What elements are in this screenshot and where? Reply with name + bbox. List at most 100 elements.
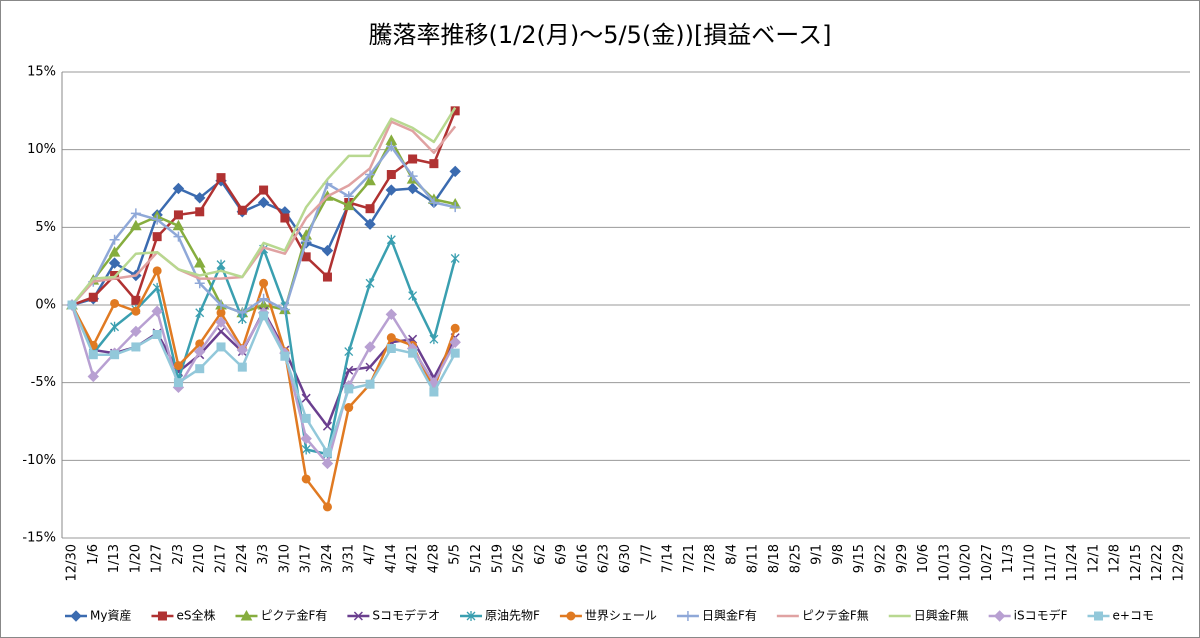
legend-label: My資産: [90, 608, 131, 623]
x-tick-label: 1/6: [86, 544, 101, 565]
marker: [110, 298, 120, 308]
marker: [386, 141, 397, 152]
legend-label: ピクテ金F有: [260, 608, 327, 623]
marker: [194, 278, 205, 289]
marker: [130, 219, 142, 231]
legend-label: iSコモデF: [1014, 608, 1068, 623]
marker: [322, 272, 332, 282]
x-tick-label: 11/3: [1001, 544, 1016, 573]
marker: [321, 244, 334, 257]
x-tick-label: 4/21: [405, 544, 420, 573]
marker: [109, 234, 120, 245]
marker: [259, 278, 269, 288]
x-tick-label: 9/8: [831, 544, 846, 565]
x-tick-label: 10/13: [937, 544, 952, 581]
legend-label: 世界シェール: [585, 609, 657, 623]
marker: [216, 326, 226, 336]
x-tick-label: 10/27: [980, 544, 995, 581]
x-tick-label: 10/6: [916, 544, 931, 573]
x-tick-label: 8/25: [788, 544, 803, 573]
marker: [301, 413, 311, 423]
marker: [301, 236, 312, 247]
x-tick-label: 9/22: [873, 544, 888, 573]
marker: [110, 321, 120, 332]
legend: My資産 eS全株 ピクテ金F有 Sコモデテオ 原油先物F 世界シェール 日興金F有 ピクテ金…: [65, 608, 1154, 623]
marker: [993, 610, 1006, 622]
marker: [257, 196, 270, 209]
marker: [322, 421, 332, 431]
marker: [259, 311, 269, 321]
marker: [322, 448, 332, 458]
marker: [450, 106, 460, 116]
x-tick-label: 12/29: [1172, 544, 1187, 581]
marker: [408, 290, 418, 301]
marker: [365, 362, 375, 372]
marker: [450, 253, 460, 264]
marker: [237, 205, 247, 215]
legend-label: 日興金F無: [914, 608, 969, 623]
marker: [130, 208, 141, 219]
marker: [237, 362, 247, 372]
y-tick-label: -10%: [22, 453, 56, 468]
marker: [301, 393, 311, 403]
marker: [566, 611, 576, 621]
marker: [321, 457, 334, 470]
y-tick-label: 10%: [27, 142, 56, 157]
marker: [300, 432, 312, 445]
marker: [87, 370, 99, 383]
marker: [386, 170, 396, 180]
marker: [67, 300, 77, 310]
marker: [365, 278, 375, 289]
marker: [344, 384, 354, 394]
x-tick-label: 5/12: [469, 544, 484, 573]
marker: [151, 305, 163, 317]
x-tick-label: 1/13: [107, 544, 122, 573]
x-tick-label: 4/28: [426, 544, 441, 573]
legend-label: e+コモ: [1113, 609, 1154, 623]
marker: [428, 197, 439, 208]
y-tick-label: 5%: [35, 220, 56, 235]
marker: [365, 169, 376, 180]
x-tick-label: 11/24: [1065, 544, 1080, 581]
marker: [429, 334, 439, 345]
y-tick-label: -5%: [31, 375, 56, 390]
marker: [236, 344, 249, 356]
marker: [88, 292, 98, 302]
marker: [258, 293, 269, 304]
marker: [131, 342, 141, 352]
legend-label: 日興金F有: [702, 608, 757, 623]
x-tick-label: 6/23: [597, 544, 612, 573]
marker: [386, 343, 396, 353]
x-tick-label: 6/2: [533, 544, 548, 565]
marker: [193, 257, 206, 268]
x-tick-label: 7/7: [639, 544, 654, 565]
x-tick-label: 3/17: [299, 544, 314, 573]
marker: [466, 611, 476, 621]
x-tick-label: 4/7: [363, 544, 378, 565]
marker: [70, 610, 82, 622]
marker: [364, 174, 376, 186]
x-tick-label: 2/10: [192, 544, 207, 573]
marker: [259, 185, 269, 195]
marker: [152, 266, 162, 276]
x-tick-label: 6/16: [575, 544, 590, 573]
marker: [173, 378, 183, 388]
chart-title: 騰落率推移(1/2(月)～5/5(金))[損益ベース]: [369, 21, 832, 49]
x-tick-label: 1/27: [150, 544, 165, 573]
marker: [131, 306, 141, 316]
marker: [194, 345, 206, 358]
x-tick-label: 6/9: [554, 544, 569, 565]
marker: [240, 609, 253, 621]
marker: [172, 182, 185, 195]
legend-label: 原油先物F: [485, 609, 540, 623]
marker: [152, 330, 162, 340]
x-tick-label: 3/10: [277, 544, 292, 573]
marker: [407, 171, 418, 182]
x-tick-label: 12/8: [1108, 544, 1123, 573]
x-tick-label: 2/17: [214, 544, 229, 573]
legend-label: Sコモデテオ: [372, 608, 440, 623]
x-tick-label: 1/20: [128, 544, 143, 573]
x-tick-label: 4/14: [384, 544, 399, 573]
x-tick-label: 3/31: [341, 544, 356, 573]
x-tick-label: 8/4: [724, 544, 739, 565]
